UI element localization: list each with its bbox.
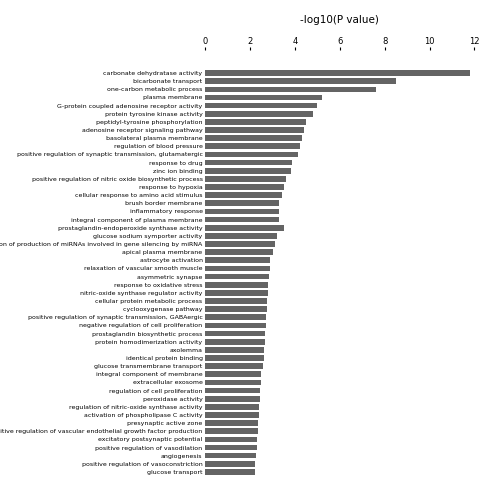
Bar bbox=[205, 372, 261, 377]
Bar bbox=[205, 355, 263, 361]
Bar bbox=[205, 298, 266, 304]
Bar bbox=[205, 70, 469, 76]
Bar bbox=[205, 86, 375, 92]
Bar bbox=[205, 412, 259, 418]
Bar bbox=[205, 225, 283, 230]
Bar bbox=[205, 250, 272, 255]
Bar bbox=[205, 347, 263, 352]
Bar bbox=[205, 322, 265, 328]
Bar bbox=[205, 274, 269, 280]
Bar bbox=[205, 469, 254, 475]
Bar bbox=[205, 111, 312, 116]
Bar bbox=[205, 314, 265, 320]
Bar bbox=[205, 168, 290, 173]
Bar bbox=[205, 404, 259, 409]
Bar bbox=[205, 364, 262, 369]
Bar bbox=[205, 176, 285, 182]
Bar bbox=[205, 306, 266, 312]
Bar bbox=[205, 444, 256, 450]
Bar bbox=[205, 282, 267, 288]
Bar bbox=[205, 266, 270, 272]
Bar bbox=[205, 127, 304, 133]
Bar bbox=[205, 420, 258, 426]
Bar bbox=[205, 396, 260, 402]
Bar bbox=[205, 380, 261, 385]
Bar bbox=[205, 136, 301, 141]
Bar bbox=[205, 388, 260, 394]
Bar bbox=[205, 184, 283, 190]
Bar bbox=[205, 436, 256, 442]
Bar bbox=[205, 144, 299, 149]
Bar bbox=[205, 200, 279, 206]
Bar bbox=[205, 330, 264, 336]
Bar bbox=[205, 119, 305, 125]
Bar bbox=[205, 78, 395, 84]
Bar bbox=[205, 94, 321, 100]
Bar bbox=[205, 192, 281, 198]
Bar bbox=[205, 208, 279, 214]
Bar bbox=[205, 160, 291, 166]
Bar bbox=[205, 233, 277, 238]
Bar bbox=[205, 258, 270, 263]
Bar bbox=[205, 428, 258, 434]
Title: -log10(P value): -log10(P value) bbox=[300, 15, 379, 25]
Bar bbox=[205, 339, 264, 344]
Bar bbox=[205, 216, 279, 222]
Bar bbox=[205, 241, 274, 247]
Bar bbox=[205, 290, 267, 296]
Bar bbox=[205, 152, 298, 158]
Bar bbox=[205, 103, 317, 108]
Bar bbox=[205, 453, 255, 458]
Bar bbox=[205, 461, 254, 466]
